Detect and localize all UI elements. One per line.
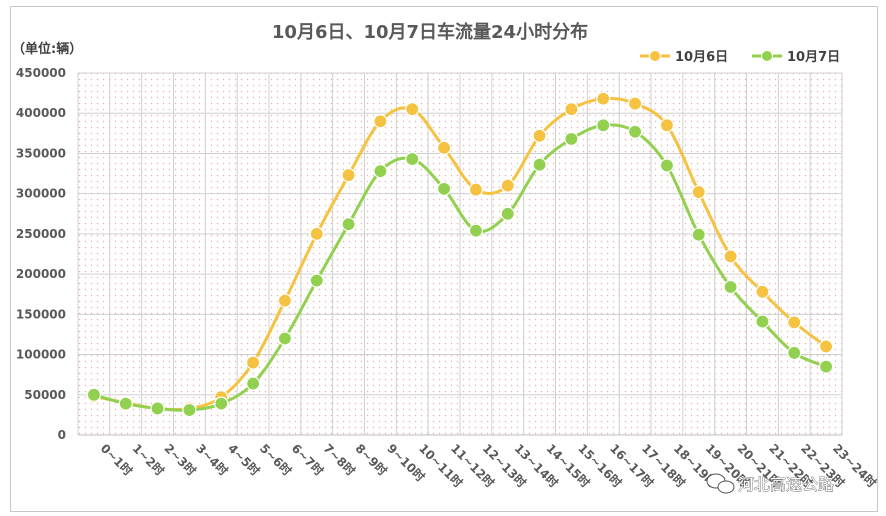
data-point — [341, 168, 356, 183]
data-point — [245, 355, 261, 370]
data-point — [755, 284, 770, 299]
series-group — [86, 118, 834, 418]
x-tick-label: 7~8时 — [321, 441, 359, 479]
wechat-icon — [706, 473, 735, 494]
data-point — [405, 102, 420, 117]
x-tick-label: 3~4时 — [193, 441, 231, 479]
y-axis: 0 50000 100000 150000 200000 250000 300000 3500… — [16, 66, 66, 442]
data-point — [564, 131, 579, 147]
data-point — [723, 249, 738, 264]
data-point — [309, 226, 324, 241]
y-tick-label: 100000 — [16, 348, 66, 362]
data-point — [723, 279, 738, 295]
data-point — [659, 158, 675, 173]
data-point — [659, 118, 675, 133]
data-point — [309, 273, 324, 288]
data-point — [150, 401, 165, 416]
x-tick-label: 6~7时 — [289, 441, 327, 479]
data-point — [277, 293, 293, 308]
x-tick-label: 4~5时 — [225, 441, 263, 479]
legend-label: 10月7日 — [787, 50, 840, 65]
y-tick-label: 200000 — [16, 267, 66, 281]
data-point — [436, 140, 452, 155]
data-point — [341, 217, 356, 232]
y-tick-label: 0 — [58, 428, 66, 442]
y-tick-label: 350000 — [16, 146, 66, 160]
data-point — [245, 376, 261, 391]
data-point — [596, 118, 611, 133]
y-tick-label: 250000 — [16, 227, 66, 241]
legend-label: 10月6日 — [675, 50, 728, 65]
y-tick-label: 400000 — [16, 106, 66, 120]
data-point — [627, 96, 643, 111]
legend-marker — [649, 50, 661, 62]
data-point — [532, 128, 547, 143]
data-point — [405, 151, 420, 167]
x-tick-label: 0~1时 — [98, 441, 136, 479]
data-point — [436, 181, 452, 196]
data-point — [787, 345, 802, 361]
data-point — [596, 91, 611, 106]
x-tick-label: 5~6时 — [257, 441, 295, 479]
watermark: 河北高速公路 — [706, 473, 834, 494]
data-point — [627, 124, 643, 139]
data-point — [373, 114, 388, 129]
x-tick-label: 8~9时 — [352, 441, 390, 479]
data-point — [86, 387, 102, 402]
data-point — [755, 314, 770, 329]
y-tick-label: 300000 — [16, 187, 66, 201]
data-point — [118, 396, 133, 411]
gridlines — [77, 72, 843, 435]
legend: 10月6日 10月7日 — [640, 50, 840, 65]
data-point — [787, 315, 802, 330]
y-tick-label: 150000 — [16, 307, 66, 321]
data-point — [468, 223, 484, 238]
y-tick-label: 50000 — [24, 388, 66, 402]
unit-label: （单位:辆） — [12, 41, 82, 57]
series-layer — [86, 91, 834, 418]
legend-marker — [761, 50, 773, 62]
data-point — [691, 227, 706, 242]
data-point — [277, 331, 293, 346]
data-point — [500, 178, 515, 193]
data-point — [500, 206, 515, 221]
data-point — [182, 402, 197, 418]
data-point — [214, 396, 229, 411]
y-tick-label: 450000 — [16, 66, 66, 80]
x-tick-label: 1~2时 — [130, 441, 168, 479]
data-point — [564, 102, 579, 117]
data-point — [468, 182, 484, 197]
data-point — [691, 184, 706, 200]
data-point — [818, 359, 834, 374]
x-tick-label: 2~3时 — [161, 441, 199, 479]
data-point — [532, 157, 547, 172]
data-point — [818, 339, 834, 354]
chart-title: 10月6日、10月7日车流量24小时分布 — [272, 21, 588, 43]
data-point — [373, 164, 388, 179]
watermark-text: 河北高速公路 — [738, 475, 834, 494]
